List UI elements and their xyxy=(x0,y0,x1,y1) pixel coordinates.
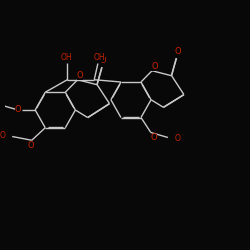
Text: O: O xyxy=(151,62,158,71)
Text: O: O xyxy=(174,48,181,56)
Text: O: O xyxy=(15,106,21,114)
Text: O: O xyxy=(150,134,157,142)
Text: O: O xyxy=(100,56,106,66)
Text: O: O xyxy=(175,134,181,143)
Text: O: O xyxy=(28,141,34,150)
Text: O: O xyxy=(0,131,5,140)
Text: OH: OH xyxy=(93,53,105,62)
Text: O: O xyxy=(77,71,83,80)
Text: OH: OH xyxy=(60,53,72,62)
